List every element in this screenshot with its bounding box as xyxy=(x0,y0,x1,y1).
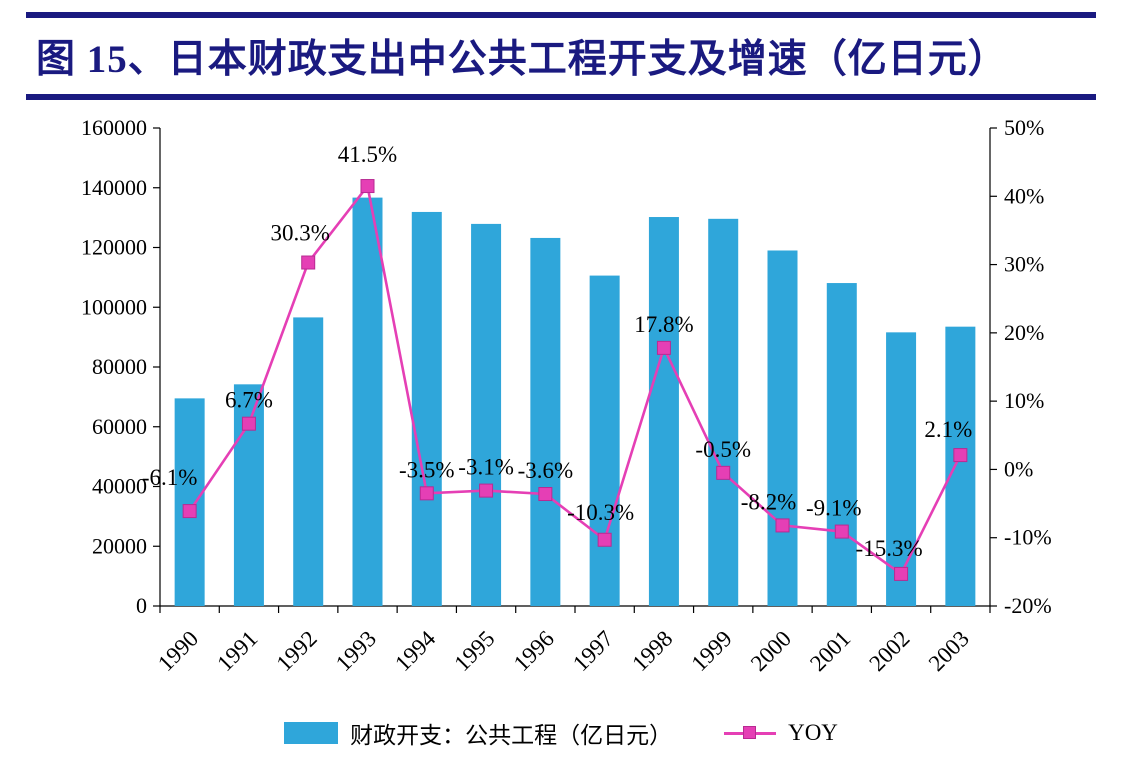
bar-series-swatch xyxy=(284,722,339,744)
chart-legend: 财政开支：公共工程（亿日元） YOY xyxy=(0,716,1122,750)
x-axis-tick-label: 1994 xyxy=(390,626,441,677)
x-axis-tick-label: 1990 xyxy=(153,626,203,676)
yoy-marker-1996 xyxy=(538,487,553,502)
line-series-swatch xyxy=(724,722,777,744)
yoy-point-label-1996: -3.6% xyxy=(518,458,574,483)
yoy-marker-2002 xyxy=(894,566,909,581)
left-axis-tick-label: 160000 xyxy=(81,115,147,140)
x-axis-tick-label: 2002 xyxy=(864,626,914,676)
yoy-point-label-2002: -15.3% xyxy=(856,536,923,561)
right-axis-tick-label: -20% xyxy=(1004,593,1052,618)
bar-1995 xyxy=(471,223,502,606)
yoy-marker-2000 xyxy=(775,518,790,533)
bar-1990 xyxy=(174,398,205,606)
bar-1996 xyxy=(530,237,561,606)
x-axis-tick-label: 1996 xyxy=(509,626,559,676)
combo-chart: 0 20000 40000 60000 80000 100000 120000 140000 1… xyxy=(81,115,1052,677)
x-axis-tick-label: 1992 xyxy=(272,626,322,676)
figure-title-bar: 图 15、日本财政支出中公共工程开支及增速（亿日元） xyxy=(26,12,1096,100)
left-axis-tick-label: 20000 xyxy=(92,533,147,558)
yoy-point-label-1992: 30.3% xyxy=(271,221,330,246)
x-axis-tick-label: 2000 xyxy=(746,626,796,676)
yoy-marker-1995 xyxy=(479,483,494,498)
right-axis-tick-label: 0% xyxy=(1004,456,1033,481)
bar-series xyxy=(174,197,976,607)
yoy-marker-1993 xyxy=(360,179,375,194)
yoy-point-label-1991: 6.7% xyxy=(225,388,273,413)
yoy-point-label-1993: 41.5% xyxy=(338,142,397,167)
bar-1998 xyxy=(648,217,679,606)
bar-1993 xyxy=(352,197,383,606)
left-axis-tick-label: 120000 xyxy=(81,235,147,260)
right-axis-tick-label: 40% xyxy=(1004,183,1044,208)
right-axis-tick-label: 10% xyxy=(1004,388,1044,413)
x-axis-tick-label: 1998 xyxy=(627,626,677,676)
left-axis-tick-label: 40000 xyxy=(92,474,147,499)
right-axis-tick-label: 50% xyxy=(1004,115,1044,140)
x-axis-tick-label: 2003 xyxy=(924,626,974,676)
x-axis-tick-label: 1995 xyxy=(449,626,499,676)
bar-2001 xyxy=(826,283,857,606)
axes xyxy=(159,128,991,607)
right-axis-tick-label: 20% xyxy=(1004,320,1044,345)
yoy-point-label-1994: -3.5% xyxy=(399,457,455,482)
figure-title: 图 15、日本财政支出中公共工程开支及增速（亿日元） xyxy=(36,38,1008,81)
legend-label-line-series: YOY xyxy=(788,720,838,745)
line-swatch-marker xyxy=(743,726,757,739)
bar-1999 xyxy=(708,218,739,606)
bar-1992 xyxy=(293,317,324,606)
yoy-marker-1997 xyxy=(597,532,612,547)
legend-item-bar-series: 财政开支：公共工程（亿日元） xyxy=(284,716,672,750)
yoy-point-label-2000: -8.2% xyxy=(741,489,797,514)
yoy-marker-2001 xyxy=(834,524,849,539)
left-axis-tick-label: 80000 xyxy=(92,354,147,379)
yoy-point-label-1990: -6.1% xyxy=(142,465,198,490)
bar-2002 xyxy=(886,332,917,606)
left-axis-tick-label: 0 xyxy=(136,593,147,618)
x-axis-tick-label: 2001 xyxy=(805,626,855,676)
bar-1997 xyxy=(589,275,620,606)
x-axis-tick-label: 1999 xyxy=(687,626,737,676)
yoy-marker-1994 xyxy=(419,486,434,501)
yoy-marker-1998 xyxy=(656,340,671,355)
bar-2000 xyxy=(767,250,798,607)
yoy-marker-1990 xyxy=(182,504,197,519)
yoy-point-label-1997: -10.3% xyxy=(567,500,634,525)
yoy-marker-2003 xyxy=(953,448,968,463)
yoy-point-label-1995: -3.1% xyxy=(458,455,514,480)
yoy-marker-1991 xyxy=(241,416,256,431)
right-axis-tick-label: -10% xyxy=(1004,525,1052,550)
yoy-point-label-2003: 2.1% xyxy=(924,417,972,442)
left-axis-tick-label: 140000 xyxy=(81,175,147,200)
yoy-marker-1999 xyxy=(716,465,731,480)
yoy-point-label-1998: 17.8% xyxy=(634,312,693,337)
x-axis-tick-label: 1991 xyxy=(212,626,262,676)
legend-label-bar-series: 财政开支：公共工程（亿日元） xyxy=(350,723,673,748)
x-axis-tick-label: 1993 xyxy=(331,626,381,676)
bar-1994 xyxy=(411,211,442,606)
yoy-marker-1992 xyxy=(301,255,316,270)
yoy-point-label-1999: -0.5% xyxy=(695,437,751,462)
yoy-point-label-2001: -9.1% xyxy=(806,496,862,521)
x-axis-tick-label: 1997 xyxy=(568,626,618,676)
yoy-markers xyxy=(182,179,968,581)
bar-2003 xyxy=(945,326,976,606)
legend-item-line-series: YOY xyxy=(724,720,838,746)
left-axis-tick-label: 100000 xyxy=(81,294,147,319)
left-axis-tick-label: 60000 xyxy=(92,414,147,439)
yoy-line xyxy=(188,182,962,576)
right-axis-tick-label: 30% xyxy=(1004,252,1044,277)
